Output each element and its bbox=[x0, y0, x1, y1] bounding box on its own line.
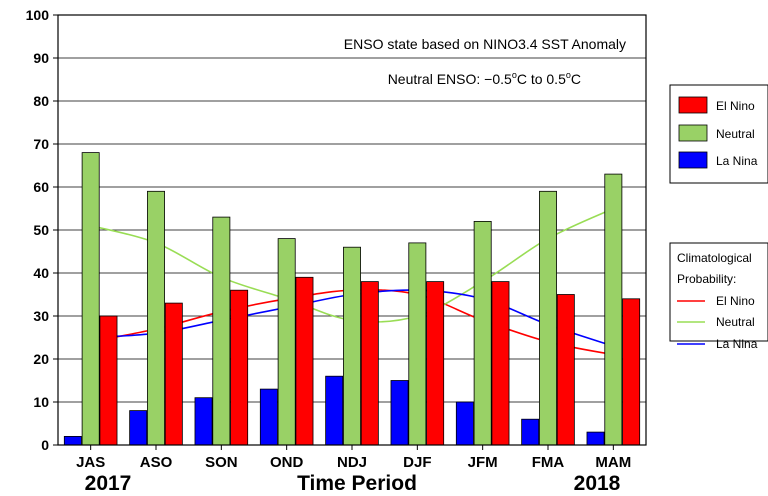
bar-el-nino-son bbox=[230, 289, 249, 446]
bar-el-nino-aso bbox=[164, 302, 183, 446]
legend-swatch-el-nino bbox=[678, 96, 708, 114]
bar-neutral-fma bbox=[539, 190, 557, 446]
bar-el-nino-ond bbox=[295, 276, 314, 446]
y-tick-label-30: 30 bbox=[33, 308, 49, 324]
bar-el-nino-fma bbox=[556, 294, 575, 446]
end-year-label: 2018 bbox=[574, 472, 621, 495]
y-tick-label-80: 80 bbox=[33, 93, 49, 109]
x-tick-label-son: SON bbox=[205, 454, 238, 471]
bar-neutral-aso bbox=[147, 190, 165, 446]
climatology-legend-title: Climatological bbox=[677, 251, 752, 265]
bars bbox=[63, 152, 641, 446]
bar-neutral-jas bbox=[81, 152, 100, 446]
y-tick-label-60: 60 bbox=[33, 179, 49, 195]
bar-neutral-jfm bbox=[473, 220, 492, 446]
x-tick-label-ond: OND bbox=[270, 454, 304, 471]
x-tick-label-aso: ASO bbox=[140, 454, 173, 471]
x-axis-ticks: JAS ASO SON OND NDJ DJF JFM FMA MAM bbox=[76, 445, 631, 471]
bar-neutral-mam bbox=[604, 173, 623, 446]
legend-swatch-la-nina bbox=[678, 151, 708, 169]
legend-swatch-neutral bbox=[678, 124, 708, 142]
bar-el-nino-djf bbox=[426, 281, 445, 446]
climatology-legend: Climatological Probability: El Nino Neut… bbox=[669, 242, 768, 351]
bar-la-nina-jfm bbox=[455, 401, 474, 446]
x-tick-label-jas: JAS bbox=[76, 454, 105, 471]
bar-la-nina-mam bbox=[586, 431, 605, 446]
y-tick-label-0: 0 bbox=[41, 437, 49, 453]
bar-el-nino-jas bbox=[99, 315, 118, 446]
bar-el-nino-mam bbox=[622, 298, 641, 446]
bar-neutral-djf bbox=[408, 242, 427, 446]
y-tick-label-100: 100 bbox=[26, 7, 50, 23]
y-tick-label-50: 50 bbox=[33, 222, 49, 238]
legend-label-neutral: Neutral bbox=[716, 127, 755, 141]
x-tick-label-ndj: NDJ bbox=[337, 454, 367, 471]
x-tick-label-fma: FMA bbox=[532, 454, 565, 471]
annotation-line-1: ENSO state based on NINO3.4 SST Anomaly bbox=[344, 36, 626, 52]
start-year-label: 2017 bbox=[85, 472, 132, 495]
climatology-legend-frame bbox=[669, 242, 768, 342]
y-tick-label-70: 70 bbox=[33, 136, 49, 152]
x-axis-title: Time Period bbox=[297, 472, 417, 495]
y-tick-label-10: 10 bbox=[33, 394, 49, 410]
legend-label-la-nina: La Nina bbox=[716, 154, 758, 168]
bar-neutral-ond bbox=[277, 238, 296, 446]
bar-la-nina-aso bbox=[129, 410, 148, 446]
x-tick-label-mam: MAM bbox=[595, 454, 631, 471]
bar-el-nino-ndj bbox=[360, 281, 379, 446]
bar-neutral-son bbox=[212, 216, 231, 446]
bar-la-nina-fma bbox=[521, 418, 540, 446]
bar-la-nina-son bbox=[194, 397, 213, 446]
bar-legend: El Nino Neutral La Nina bbox=[669, 84, 768, 184]
annotation-line-2: Neutral ENSO: −0.5oC to 0.5oC bbox=[388, 70, 581, 87]
y-tick-label-90: 90 bbox=[33, 50, 49, 66]
clim-legend-label-el-nino: El Nino bbox=[716, 294, 755, 308]
clim-legend-label-neutral: Neutral bbox=[716, 315, 755, 329]
clim-legend-label-la-nina: La Nina bbox=[716, 337, 758, 351]
y-tick-label-20: 20 bbox=[33, 351, 49, 367]
bar-el-nino-jfm bbox=[491, 281, 510, 446]
y-tick-label-40: 40 bbox=[33, 265, 49, 281]
bar-la-nina-jas bbox=[63, 435, 82, 446]
bar-neutral-ndj bbox=[343, 246, 361, 446]
bar-la-nina-ndj bbox=[325, 375, 344, 446]
climatology-legend-subtitle: Probability: bbox=[677, 272, 736, 286]
bar-la-nina-ond bbox=[259, 388, 278, 446]
x-tick-label-djf: DJF bbox=[403, 454, 431, 471]
y-axis-ticks: 0 10 20 30 40 50 60 70 80 90 100 bbox=[26, 7, 58, 453]
x-tick-label-jfm: JFM bbox=[468, 454, 498, 471]
bar-la-nina-djf bbox=[390, 380, 409, 446]
legend-label-el-nino: El Nino bbox=[716, 99, 755, 113]
